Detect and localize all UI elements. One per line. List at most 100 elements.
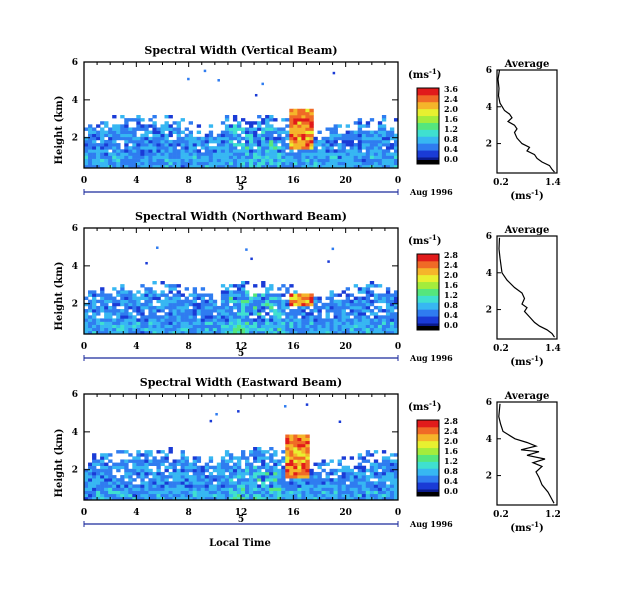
x-tick-label: 16	[287, 508, 300, 518]
panel-vertical: Spectral Width (Vertical Beam) 2 4 6 0 4 8 12 16…	[72, 44, 561, 202]
date-label: Aug 1996	[409, 353, 453, 363]
colorbar-unit: (ms-1)	[408, 233, 441, 247]
x-tick-label: 4	[133, 342, 139, 352]
average-y-tick-label: 4	[486, 435, 492, 445]
colorbar-tick-label: 1.6	[444, 114, 458, 124]
heatmap-cells	[84, 69, 399, 169]
colorbar-tick-label: 2.8	[444, 416, 458, 426]
colorbar-tick-label: 2.0	[444, 104, 458, 114]
colorbar-tick-label: 0.4	[444, 144, 458, 154]
colorbar-tick-label: 0.0	[444, 320, 458, 330]
average-y-tick-label: 4	[486, 269, 492, 279]
average-profile-line	[498, 237, 555, 338]
date-axis-marker: 5	[238, 515, 244, 525]
y-tick-label: 2	[72, 134, 78, 144]
y-axis-label-bottom: Height (km)	[54, 429, 65, 498]
average-title: Average	[504, 225, 550, 236]
date-label: Aug 1996	[409, 519, 453, 529]
heatmap-title: Spectral Width (Eastward Beam)	[140, 376, 342, 389]
y-axis-label-middle: Height (km)	[54, 262, 65, 331]
x-tick-label: 8	[186, 342, 192, 352]
x-tick-label: 20	[339, 508, 352, 518]
x-tick-label: 12	[235, 342, 248, 352]
y-tick-label: 4	[72, 428, 78, 438]
average-y-tick-label: 2	[486, 306, 492, 316]
colorbar-tick-label: 0.4	[444, 476, 458, 486]
average-y-tick-label: 2	[486, 472, 492, 482]
colorbar-tick-label: 3.6	[444, 84, 458, 94]
x-tick-label: 0	[81, 176, 87, 186]
average-x-tick-label: 1.2	[545, 510, 561, 520]
colorbar-tick-label: 0.4	[444, 310, 458, 320]
colorbar-tick-label: 1.2	[444, 290, 458, 300]
average-x-tick-label: 0.2	[493, 178, 509, 188]
x-tick-label: 16	[287, 176, 300, 186]
x-tick-label: 0	[81, 342, 87, 352]
y-tick-label: 4	[72, 96, 78, 106]
y-tick-label: 6	[72, 390, 78, 400]
x-axis-label: Local Time	[209, 538, 271, 549]
colorbar-tick-label: 0.8	[444, 134, 458, 144]
colorbar-tick-label: 0.0	[444, 486, 458, 496]
colorbar-unit: (ms-1)	[408, 67, 441, 81]
y-tick-label: 2	[72, 300, 78, 310]
panel-eastward: Spectral Width (Eastward Beam) 2 4 6 0 4 8 12 16…	[72, 376, 561, 534]
average-unit-label: (ms-1)	[510, 188, 543, 202]
average-x-tick-label: 1.4	[545, 178, 561, 188]
x-tick-label: 0	[395, 508, 401, 518]
date-label: Aug 1996	[409, 187, 453, 197]
x-tick-label: 4	[133, 508, 139, 518]
x-tick-label: 16	[287, 342, 300, 352]
colorbar-tick-label: 1.2	[444, 456, 458, 466]
average-y-tick-label: 4	[486, 103, 492, 113]
y-tick-label: 6	[72, 224, 78, 234]
colorbar-unit: (ms-1)	[408, 399, 441, 413]
colorbar	[416, 87, 440, 165]
average-x-tick-label: 0.2	[493, 510, 509, 520]
x-tick-label: 8	[186, 508, 192, 518]
y-tick-label: 2	[72, 466, 78, 476]
average-x-tick-label: 0.2	[493, 344, 509, 354]
panels-group: Spectral Width (Vertical Beam) 2 4 6 0 4 8 12 16…	[72, 44, 561, 534]
heatmap-cells	[84, 403, 399, 501]
average-frame	[496, 401, 558, 506]
colorbar-tick-label: 2.4	[444, 94, 458, 104]
average-title: Average	[504, 391, 550, 402]
average-y-tick-label: 6	[486, 66, 492, 76]
average-y-tick-label: 6	[486, 232, 492, 242]
heatmap-title: Spectral Width (Northward Beam)	[135, 210, 347, 223]
x-tick-label: 0	[395, 176, 401, 186]
date-axis-marker: 5	[238, 349, 244, 359]
colorbar-tick-label: 2.0	[444, 270, 458, 280]
colorbar	[416, 253, 440, 331]
colorbar-tick-label: 2.4	[444, 426, 458, 436]
average-unit-label: (ms-1)	[510, 520, 543, 534]
colorbar-tick-label: 2.8	[444, 250, 458, 260]
y-tick-label: 6	[72, 58, 78, 68]
colorbar-tick-label: 2.4	[444, 260, 458, 270]
colorbar-tick-label: 0.8	[444, 300, 458, 310]
average-y-tick-label: 2	[486, 140, 492, 150]
colorbar-tick-label: 1.2	[444, 124, 458, 134]
average-profile-line	[497, 69, 555, 173]
colorbar-tick-label: 1.6	[444, 280, 458, 290]
average-unit-label: (ms-1)	[510, 354, 543, 368]
colorbar-tick-label: 0.0	[444, 154, 458, 164]
date-axis-marker: 5	[238, 183, 244, 193]
x-tick-label: 0	[81, 508, 87, 518]
average-frame	[496, 235, 558, 340]
x-tick-label: 12	[235, 176, 248, 186]
colorbar-tick-label: 1.6	[444, 446, 458, 456]
average-x-tick-label: 1.4	[545, 344, 561, 354]
average-profile-line	[498, 403, 555, 504]
colorbar	[416, 419, 440, 497]
panel-northward: Spectral Width (Northward Beam) 2 4 6 0 4 8 12 1…	[72, 210, 561, 368]
average-frame	[496, 69, 558, 174]
average-title: Average	[504, 59, 550, 70]
x-tick-label: 4	[133, 176, 139, 186]
x-tick-label: 12	[235, 508, 248, 518]
x-tick-label: 20	[339, 342, 352, 352]
y-tick-label: 4	[72, 262, 78, 272]
colorbar-tick-label: 2.0	[444, 436, 458, 446]
